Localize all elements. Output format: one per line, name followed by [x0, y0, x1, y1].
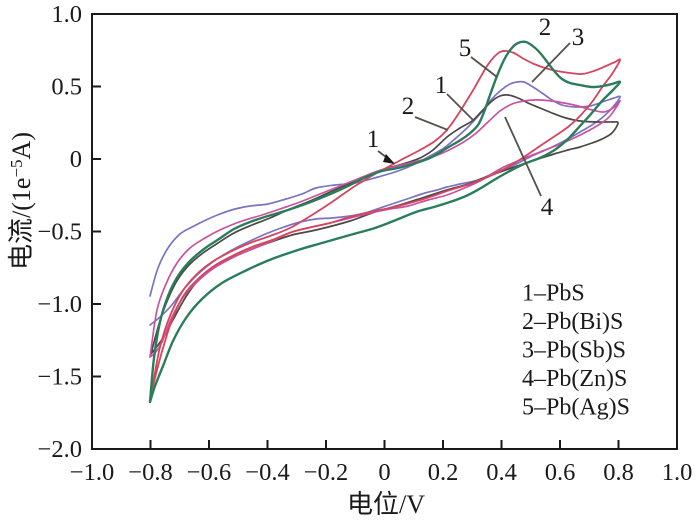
svg-text:−1.5: −1.5	[38, 364, 82, 391]
svg-text:−0.8: −0.8	[128, 459, 172, 486]
svg-text:5: 5	[459, 35, 472, 62]
svg-text:0.2: 0.2	[428, 459, 459, 486]
svg-text:−0.2: −0.2	[304, 459, 348, 486]
svg-text:−0.5: −0.5	[38, 219, 82, 246]
svg-text:0.4: 0.4	[486, 459, 517, 486]
svg-text:电位/V: 电位/V	[347, 490, 425, 519]
svg-text:1.0: 1.0	[662, 459, 693, 486]
svg-text:2: 2	[539, 14, 552, 41]
svg-text:0.5: 0.5	[51, 74, 82, 101]
svg-text:1–PbS: 1–PbS	[522, 281, 585, 307]
svg-text:1.0: 1.0	[51, 1, 82, 28]
svg-text:−0.4: −0.4	[245, 459, 289, 486]
svg-text:0: 0	[70, 146, 82, 173]
svg-text:3: 3	[572, 24, 585, 51]
svg-text:−2.0: −2.0	[38, 436, 82, 463]
svg-text:电流/(1e−5A): 电流/(1e−5A)	[7, 132, 36, 270]
svg-text:3–Pb(Sb)S: 3–Pb(Sb)S	[522, 338, 626, 364]
svg-text:0.6: 0.6	[545, 459, 576, 486]
svg-text:0.8: 0.8	[603, 459, 634, 486]
svg-text:4: 4	[541, 194, 554, 221]
svg-text:2: 2	[402, 93, 415, 120]
svg-text:4–Pb(Zn)S: 4–Pb(Zn)S	[522, 366, 627, 392]
svg-text:−1.0: −1.0	[38, 291, 82, 318]
svg-text:1: 1	[435, 72, 448, 99]
svg-text:5–Pb(Ag)S: 5–Pb(Ag)S	[522, 395, 630, 421]
svg-text:0: 0	[378, 459, 390, 486]
svg-text:−1.0: −1.0	[70, 459, 114, 486]
svg-text:2–Pb(Bi)S: 2–Pb(Bi)S	[522, 309, 623, 335]
svg-text:−0.6: −0.6	[187, 459, 231, 486]
svg-text:1: 1	[367, 126, 380, 153]
